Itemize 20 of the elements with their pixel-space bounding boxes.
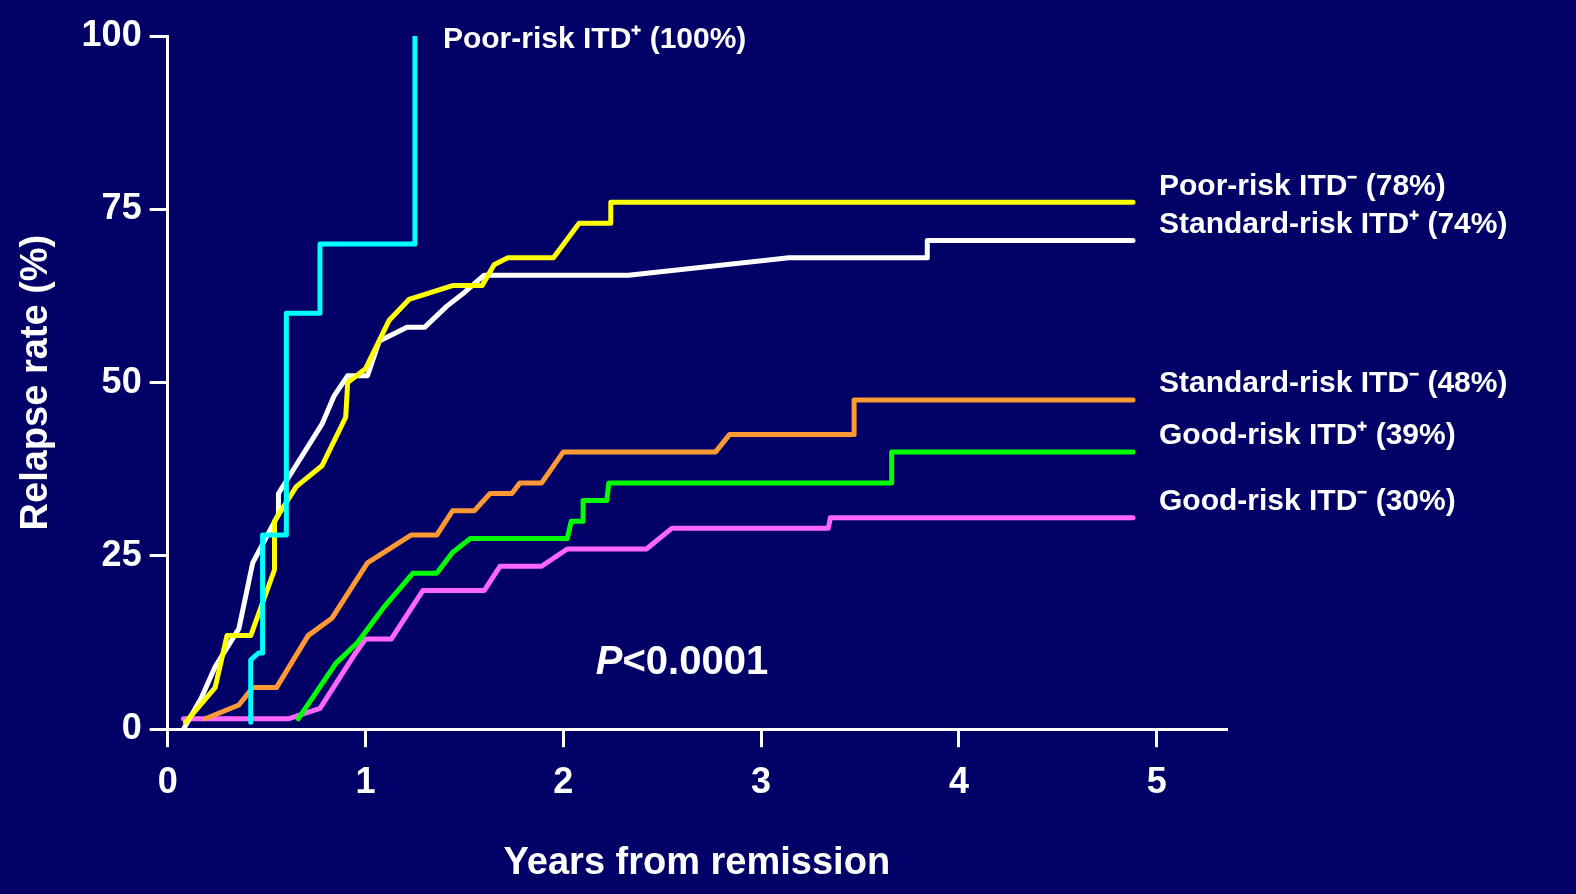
annotation: P<0.0001 — [595, 638, 769, 683]
x-tick-label: 4 — [948, 759, 969, 801]
y-tick-label: 75 — [101, 186, 142, 228]
y-tick-label: 50 — [101, 359, 142, 401]
series-label: Poor-risk ITD⁺ (100%) — [442, 21, 747, 55]
series-label: Good-risk ITD⁻ (30%) — [1159, 483, 1456, 517]
y-tick-label: 100 — [81, 12, 142, 54]
series-label: Good-risk ITD⁺ (39%) — [1159, 417, 1456, 451]
x-tick-label: 5 — [1146, 759, 1167, 801]
x-axis-title: Years from remission — [503, 839, 891, 882]
x-tick-label: 0 — [157, 759, 178, 801]
series-label: Standard-risk ITD⁺ (74%) — [1159, 205, 1508, 239]
y-tick-label: 0 — [121, 706, 142, 748]
y-tick-label: 25 — [101, 532, 142, 574]
y-axis-title: Relapse rate (%) — [13, 234, 56, 531]
x-tick-label: 2 — [553, 759, 574, 801]
x-tick-label: 1 — [355, 759, 376, 801]
series-label: Standard-risk ITD⁻ (48%) — [1159, 365, 1508, 399]
x-tick-label: 3 — [751, 759, 772, 801]
series-label: Poor-risk ITD⁻ (78%) — [1159, 167, 1446, 201]
